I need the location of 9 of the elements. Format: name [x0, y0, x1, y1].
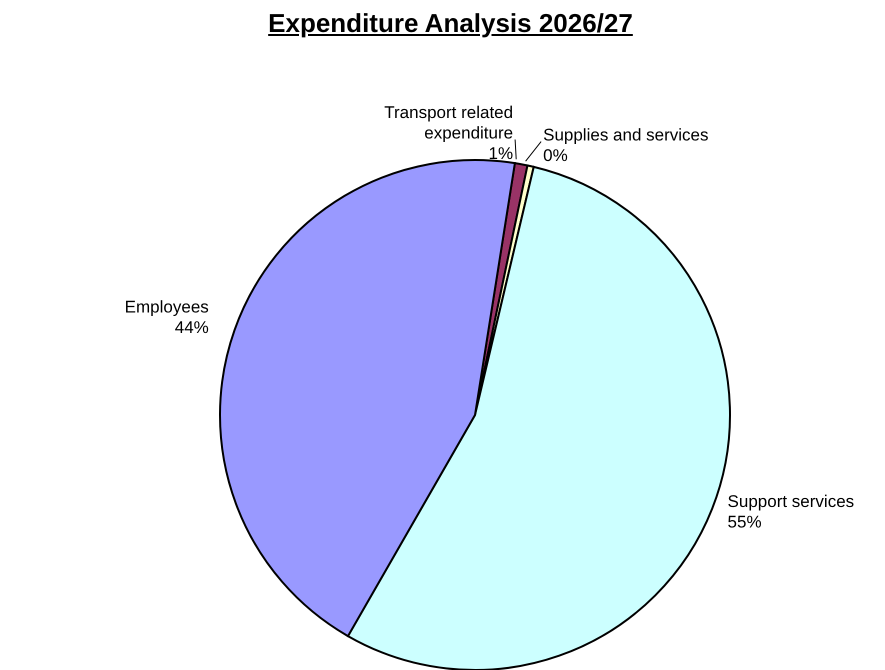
data-label: 0%: [543, 146, 568, 165]
slice-label: Employees: [124, 298, 209, 317]
chart-title: Expenditure Analysis 2026/27: [267, 8, 634, 40]
data-label: 55%: [728, 512, 762, 532]
slice-label: Support services: [728, 492, 854, 511]
slice-label: Transport related expenditure: [384, 102, 514, 142]
data-label: 1%: [488, 144, 514, 163]
data-label: 44%: [174, 318, 209, 338]
slice-label: Supplies and services: [543, 125, 708, 144]
